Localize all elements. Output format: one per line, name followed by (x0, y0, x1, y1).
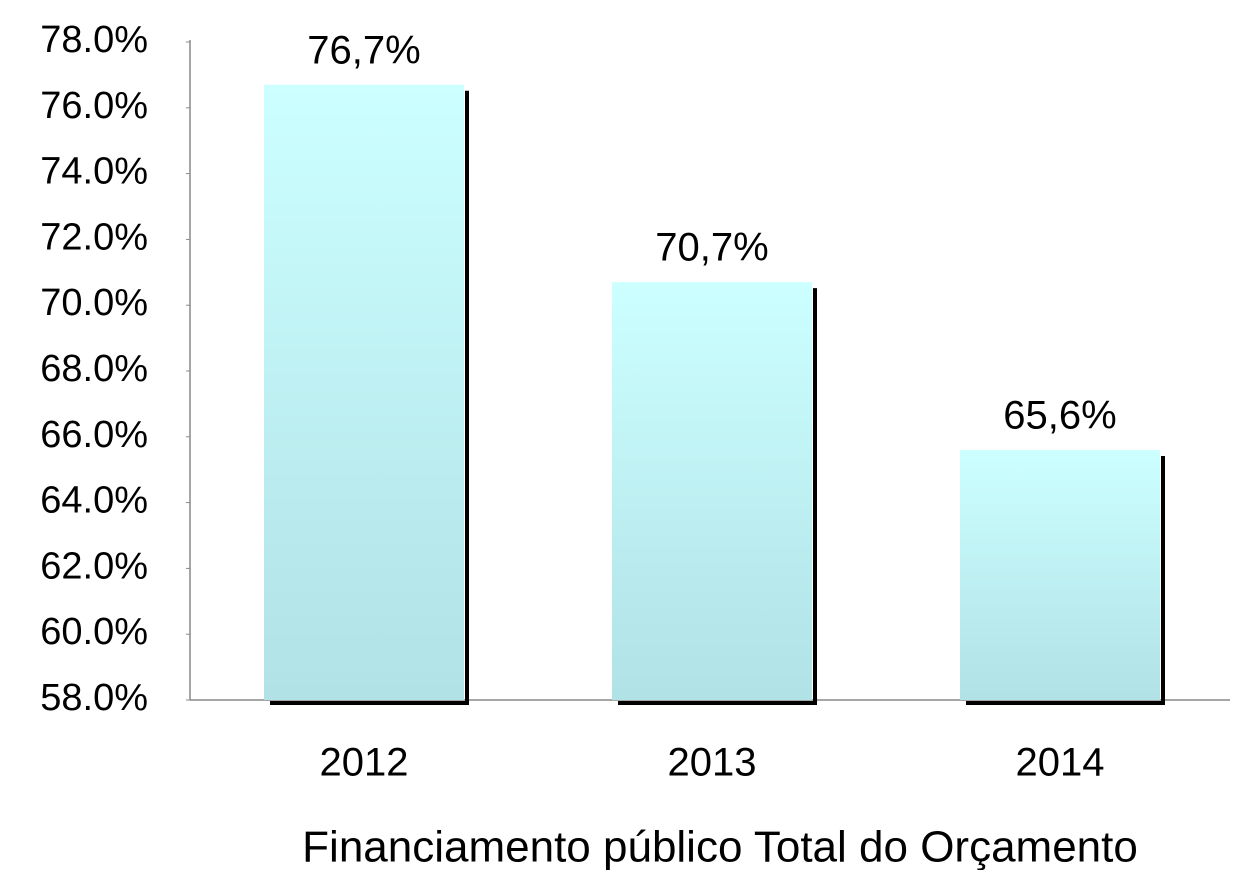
data-label: 70,7% (655, 226, 768, 270)
bar-shadow (966, 455, 1165, 705)
bar (612, 282, 812, 700)
bar (264, 84, 464, 700)
y-tick-label: 76.0% (40, 85, 148, 127)
data-label: 65,6% (1003, 394, 1116, 438)
y-tick-label: 66.0% (40, 414, 148, 456)
bar-shadow (270, 90, 469, 705)
bar (960, 449, 1160, 700)
y-tick-label: 62.0% (40, 545, 148, 587)
y-tick-label: 74.0% (40, 151, 148, 193)
y-tick-label: 78.0% (40, 19, 148, 61)
y-tick-label: 64.0% (40, 480, 148, 522)
y-tick-label: 72.0% (40, 216, 148, 258)
x-axis-title: Financiamento público Total do Orçamento (302, 823, 1138, 870)
y-tick-label: 70.0% (40, 282, 148, 324)
y-tick-label: 60.0% (40, 611, 148, 653)
y-tick-label: 58.0% (40, 677, 148, 719)
data-label: 76,7% (307, 28, 420, 72)
x-tick-label: 2013 (668, 741, 757, 785)
x-tick-label: 2012 (320, 741, 409, 785)
bar-shadow (618, 288, 817, 705)
x-tick-label: 2014 (1016, 741, 1105, 785)
y-tick-label: 68.0% (40, 348, 148, 390)
